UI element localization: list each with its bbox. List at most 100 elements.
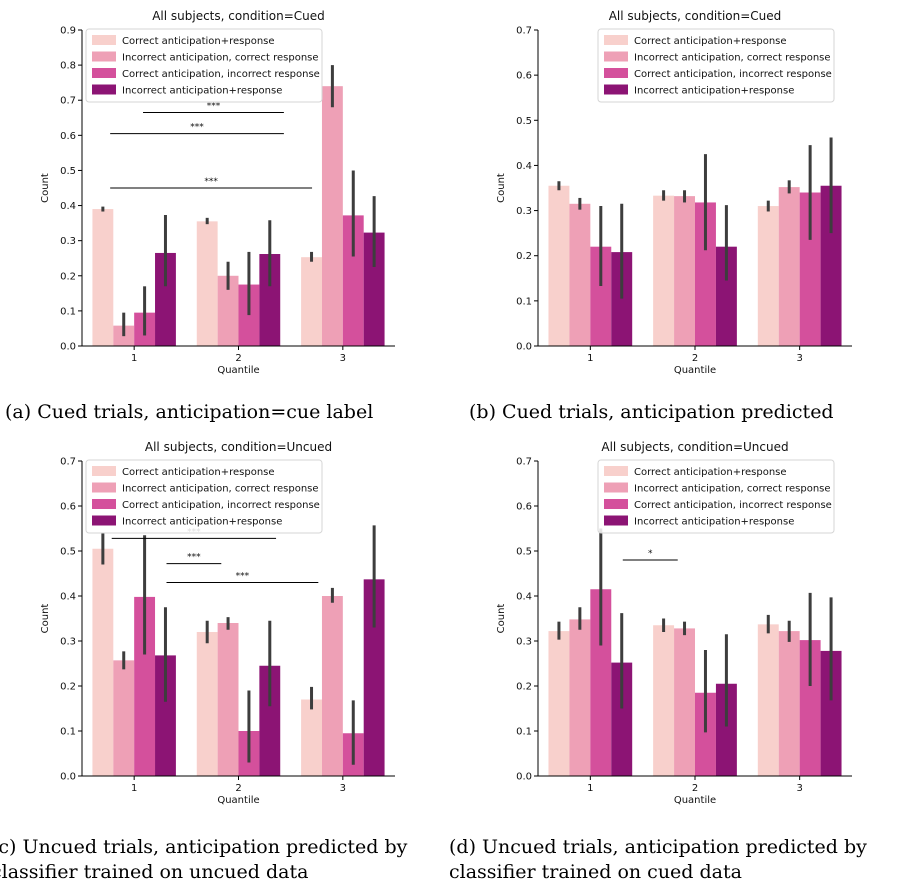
bar xyxy=(590,246,612,346)
legend: Correct anticipation+response Incorrect a… xyxy=(597,28,835,103)
legend-label: Correct anticipation+response xyxy=(634,36,787,47)
legend-swatch xyxy=(92,515,116,526)
legend: Correct anticipation+response Incorrect a… xyxy=(597,459,835,534)
y-tick-label: 0.4 xyxy=(516,161,532,172)
chart-panel-1: All subjects, condition=Cued 0.0 0.1 0.2 0.3… xyxy=(40,9,395,376)
y-tick-label: 0.6 xyxy=(516,502,532,513)
chart-title: All subjects, condition=Cued xyxy=(152,9,325,23)
legend-frame xyxy=(597,459,835,534)
chart-panel-3: All subjects, condition=Uncued 0.0 0.1 0.2 0… xyxy=(40,440,395,806)
legend-swatch xyxy=(92,499,116,509)
x-tick-label: 3 xyxy=(340,783,346,794)
x-tick-label: 2 xyxy=(692,783,698,794)
legend-swatch xyxy=(92,482,116,493)
bar xyxy=(590,589,612,776)
legend-frame xyxy=(85,28,323,103)
y-tick-label: 0.4 xyxy=(60,592,76,603)
legend-label: Correct anticipation, incorrect response xyxy=(122,500,320,511)
legend-swatch xyxy=(604,35,628,45)
y-tick-label: 0.4 xyxy=(516,592,532,603)
x-tick-label: 1 xyxy=(131,783,137,794)
y-tick-label: 0.7 xyxy=(60,96,76,107)
y-tick-label: 0.0 xyxy=(60,342,76,353)
y-tick-label: 0.1 xyxy=(516,727,532,738)
bar xyxy=(259,665,281,776)
bar xyxy=(196,632,218,776)
bar xyxy=(196,221,218,346)
bar xyxy=(674,628,695,776)
legend-swatch xyxy=(604,482,628,493)
legend-label: Incorrect anticipation+response xyxy=(122,86,282,97)
y-tick-label: 0.0 xyxy=(60,772,76,783)
bar xyxy=(799,640,821,776)
bar xyxy=(113,660,135,776)
x-axis-label: Quantile xyxy=(674,795,716,806)
bar xyxy=(695,692,716,776)
bar xyxy=(674,196,695,346)
legend-label: Correct anticipation, incorrect response xyxy=(634,69,832,80)
legend-swatch xyxy=(604,84,628,95)
x-axis-label: Quantile xyxy=(217,365,259,376)
x-tick-label: 2 xyxy=(235,353,241,364)
y-tick-label: 0.6 xyxy=(516,71,532,82)
significance-label: *** xyxy=(236,572,250,582)
y-tick-label: 0.7 xyxy=(60,457,76,468)
y-tick-label: 0.0 xyxy=(516,772,532,783)
bar xyxy=(92,209,114,346)
significance-label: * xyxy=(648,549,653,559)
y-tick-label: 0.1 xyxy=(60,306,76,317)
bar xyxy=(342,215,364,346)
y-tick-label: 0.5 xyxy=(516,547,532,558)
caption-a: (a) Cued trials, anticipation=cue label xyxy=(5,401,374,423)
bar xyxy=(569,203,591,346)
legend-label: Correct anticipation+response xyxy=(122,36,275,47)
bar xyxy=(820,650,842,776)
y-tick-label: 0.2 xyxy=(60,271,76,282)
y-axis-label: Count xyxy=(40,173,51,203)
x-tick-label: 2 xyxy=(692,353,698,364)
bar xyxy=(611,662,633,776)
y-tick-label: 0.5 xyxy=(516,116,532,127)
y-tick-label: 0.2 xyxy=(516,682,532,693)
chart-title: All subjects, condition=Cued xyxy=(609,9,782,23)
y-tick-label: 0.2 xyxy=(60,682,76,693)
bar xyxy=(238,284,260,346)
legend-label: Incorrect anticipation+response xyxy=(634,517,794,528)
legend: Correct anticipation+response Incorrect a… xyxy=(85,459,323,534)
bar xyxy=(363,579,385,776)
legend: Correct anticipation+response Incorrect a… xyxy=(85,28,323,103)
legend-swatch xyxy=(604,515,628,526)
significance-label: *** xyxy=(190,123,204,133)
bar xyxy=(757,624,779,776)
bar xyxy=(301,257,322,346)
bar xyxy=(569,619,591,776)
y-tick-label: 0.7 xyxy=(516,26,532,37)
bar xyxy=(321,596,343,776)
bar xyxy=(820,185,842,346)
chart-title: All subjects, condition=Uncued xyxy=(145,440,332,454)
significance-label: *** xyxy=(204,177,218,187)
significance-label: *** xyxy=(207,102,221,112)
x-tick-label: 3 xyxy=(340,353,346,364)
y-axis-label: Count xyxy=(496,173,507,203)
bar xyxy=(715,683,737,776)
caption-d: (d) Uncued trials, anticipation predicte… xyxy=(449,836,867,883)
x-axis-label: Quantile xyxy=(674,365,716,376)
legend-swatch xyxy=(604,466,628,476)
y-tick-label: 0.1 xyxy=(60,727,76,738)
y-axis-label: Count xyxy=(496,604,507,634)
legend-frame xyxy=(85,459,323,534)
bar xyxy=(799,192,821,346)
legend-label: Incorrect anticipation, correct response xyxy=(122,484,319,495)
y-tick-label: 0.5 xyxy=(60,547,76,558)
bar xyxy=(653,195,675,346)
y-tick-label: 0.1 xyxy=(516,296,532,307)
bar xyxy=(778,631,800,776)
legend-swatch xyxy=(92,84,116,95)
x-axis-label: Quantile xyxy=(217,795,259,806)
legend-swatch xyxy=(92,466,116,476)
bar xyxy=(715,246,737,346)
y-axis-label: Count xyxy=(40,604,51,634)
bar xyxy=(757,206,779,346)
y-tick-label: 0.3 xyxy=(516,206,532,217)
